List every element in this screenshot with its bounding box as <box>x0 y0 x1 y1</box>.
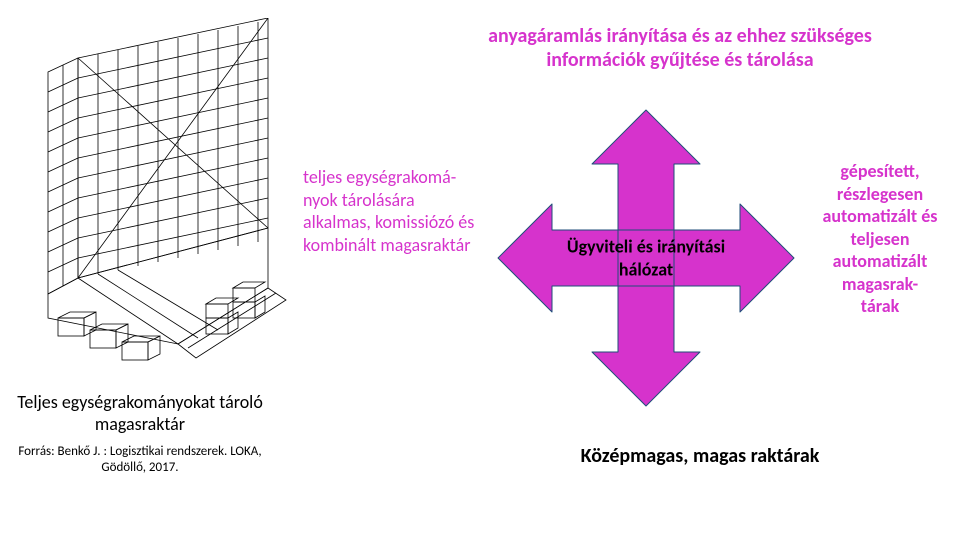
page-root: anyagáramlás irányítása és az ehhez szük… <box>0 0 960 540</box>
page-title: anyagáramlás irányítása és az ehhez szük… <box>470 24 890 72</box>
bottom-label: Középmagas, magas raktárak <box>520 444 880 468</box>
warehouse-line-drawing <box>18 18 288 378</box>
figure-source: Forrás: Benkő J. : Logisztikai rendszere… <box>0 444 280 477</box>
right-description: gépesített, részlegesen automatizált és … <box>810 160 950 318</box>
arrows-svg <box>490 102 802 414</box>
left-description: teljes egységrakomá- nyok tárolására alk… <box>303 166 483 256</box>
four-arrows-diagram: Ügyviteli és irányítási hálózat <box>490 102 802 414</box>
figure-caption: Teljes egységrakományokat tároló magasra… <box>0 392 280 435</box>
